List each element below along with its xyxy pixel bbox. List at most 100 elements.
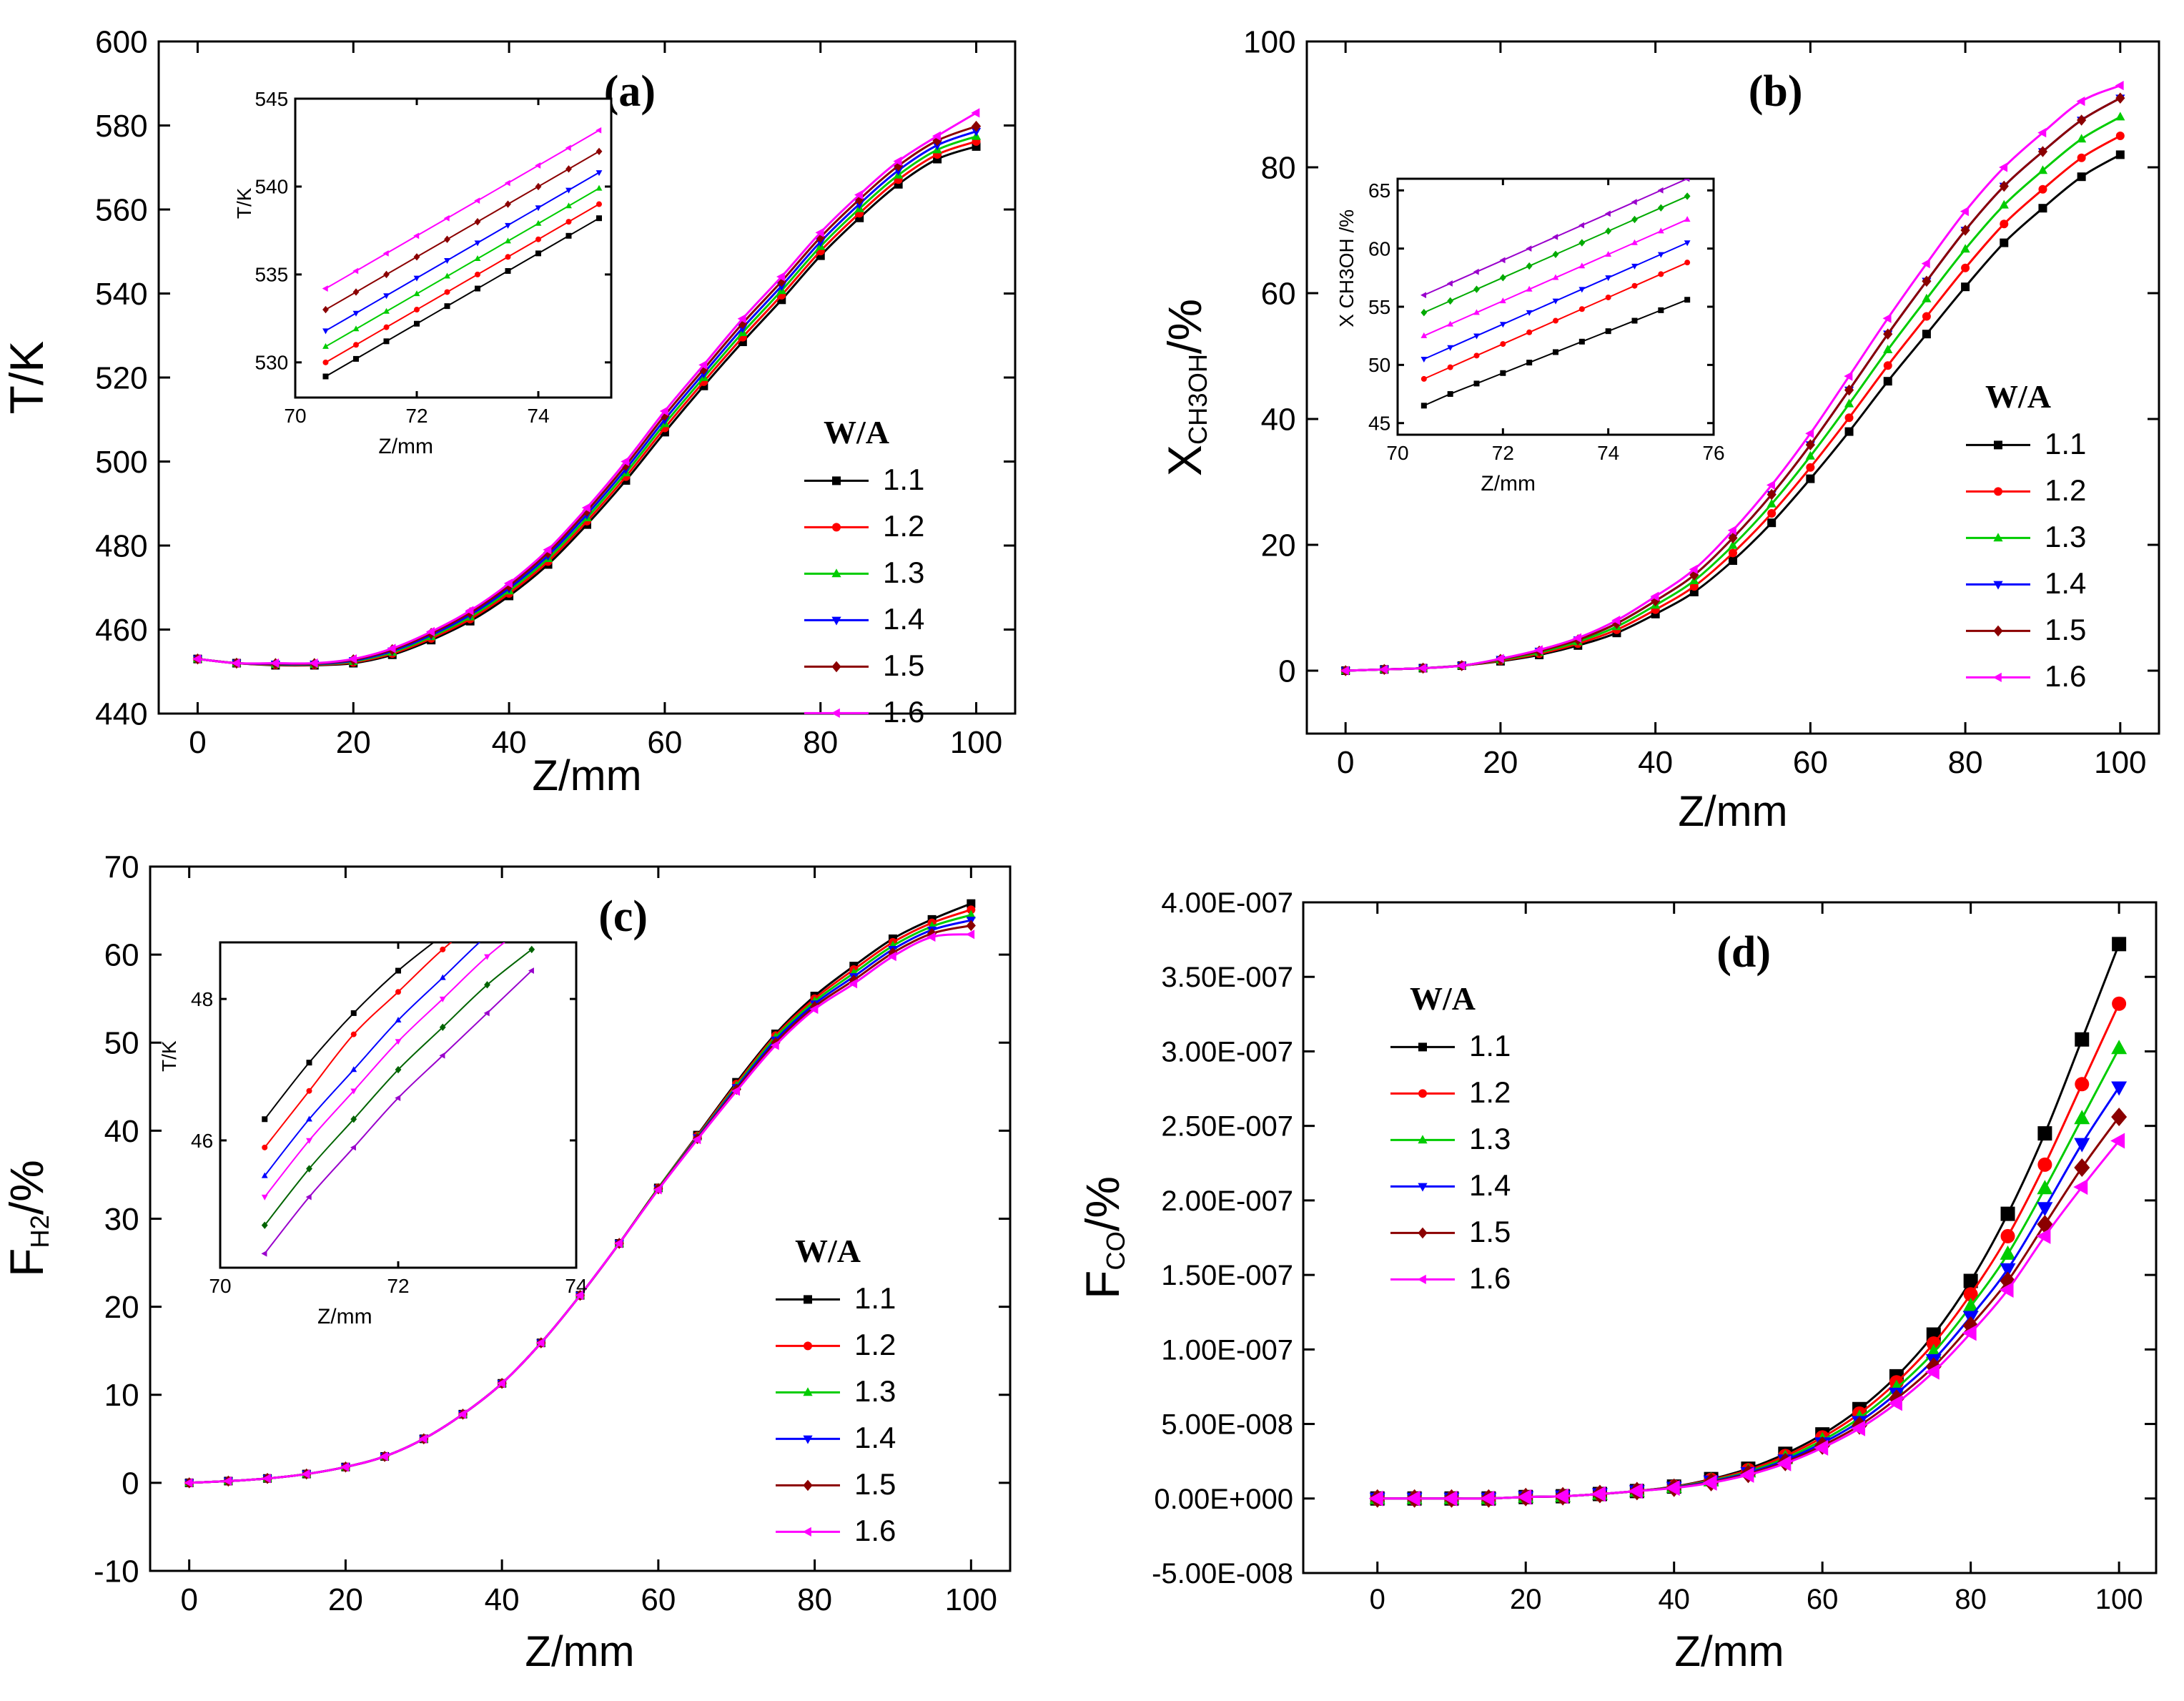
inset-series-1.6: [322, 127, 602, 292]
x-tick-label: 0: [1370, 1584, 1385, 1615]
inset-data-point: [322, 359, 329, 365]
inset-data-point: [535, 236, 541, 242]
y-tick-label: 70: [104, 849, 139, 884]
x-tick-label: 80: [803, 725, 838, 760]
inset-data-point: [1500, 341, 1506, 347]
data-point: [653, 1185, 662, 1195]
data-point: [1961, 282, 1970, 292]
data-point: [966, 930, 975, 940]
inset-data-point: [350, 1144, 356, 1151]
data-point: [301, 1469, 310, 1479]
legend-marker: [804, 1341, 812, 1351]
series-line: [197, 112, 977, 665]
y-axis-title: FH2/%: [0, 1160, 54, 1277]
series-line: [1345, 84, 2121, 672]
inset-data-point: [1604, 210, 1611, 217]
inset-data-point: [504, 179, 510, 187]
inset-data-point: [1447, 391, 1453, 398]
data-point: [1554, 1488, 1569, 1504]
series-1.2: [1370, 996, 2127, 1506]
inset-x-axis-title: Z/mm: [378, 435, 433, 458]
data-point: [270, 658, 280, 669]
data-point: [1887, 1395, 1902, 1411]
data-point: [660, 410, 670, 421]
data-point: [967, 905, 976, 914]
data-point: [387, 644, 396, 654]
inset-data-point: [444, 272, 450, 279]
data-point: [887, 951, 896, 962]
data-point: [966, 919, 976, 932]
legend-label: 1.5: [2045, 613, 2086, 646]
inset-data-point: [1526, 262, 1533, 270]
data-point: [2112, 996, 2127, 1011]
x-tick-label: 20: [336, 725, 371, 760]
x-tick-label: 100: [2095, 1584, 2143, 1615]
y-tick-label: 60: [1368, 237, 1390, 260]
data-point: [262, 1474, 271, 1484]
legend-marker: [1993, 533, 2003, 542]
data-point: [2111, 1081, 2128, 1096]
inset-data-point: [439, 974, 446, 980]
data-point: [1844, 398, 1854, 408]
data-point: [971, 108, 980, 118]
inset-data-point: [353, 342, 359, 348]
inset-data-point: [535, 250, 541, 257]
x-tick-label: 80: [1955, 1584, 1987, 1615]
inset-data-point: [414, 307, 420, 313]
data-point: [1883, 345, 1893, 353]
legend-label: 1.6: [1469, 1261, 1511, 1295]
inset-data-point: [322, 342, 329, 349]
data-point: [2037, 1157, 2052, 1172]
inset-data-point: [440, 932, 445, 938]
data-point: [2074, 1158, 2090, 1178]
inset-data-point: [474, 197, 480, 204]
legend-marker: [832, 523, 841, 532]
inset-data-point: [484, 954, 490, 960]
x-tick-label: 60: [647, 725, 682, 760]
data-point: [581, 503, 591, 513]
legend-marker: [1418, 1135, 1428, 1144]
data-point: [1379, 664, 1388, 674]
inset-series-1.1: [1420, 297, 1691, 409]
data-point: [1922, 330, 1931, 339]
y-tick-label: 5.00E-008: [1161, 1409, 1293, 1441]
data-point: [1806, 463, 1815, 472]
legend-marker: [1417, 1274, 1426, 1284]
inset-data-point: [1631, 215, 1638, 224]
inset-data-point: [261, 1250, 267, 1257]
y-axis-title: FCO/%: [1076, 1176, 1130, 1299]
data-point: [1739, 1466, 1754, 1483]
inset-data-point: [535, 182, 542, 191]
inset-data-point: [565, 202, 572, 209]
inset-data-point: [1446, 280, 1453, 287]
data-point: [1689, 582, 1699, 591]
panel-label: (c): [598, 892, 648, 941]
y-tick-label: 3.50E-007: [1161, 962, 1293, 993]
data-point: [1767, 488, 1777, 501]
data-point: [2077, 134, 2087, 143]
inset-data-point: [1420, 292, 1427, 299]
data-point: [575, 1291, 584, 1301]
data-point: [1767, 518, 1777, 528]
data-point: [2111, 1108, 2128, 1127]
data-point: [231, 658, 240, 669]
inset-series-1.6: [1420, 179, 1690, 299]
inset-data-point: [1499, 257, 1506, 264]
y-axis-title-unit: /%: [0, 1160, 53, 1215]
y-tick-label: 3.00E-007: [1161, 1036, 1293, 1068]
legend-label: 1.1: [2045, 427, 2086, 460]
data-point: [2115, 112, 2125, 121]
legend-marker: [803, 1387, 813, 1396]
inset-data-point: [261, 1221, 268, 1229]
data-point: [2000, 1245, 2016, 1260]
x-tick-label: 20: [1483, 745, 1518, 780]
inset-data-point: [414, 320, 420, 327]
inset-x-axis-title: Z/mm: [1481, 472, 1536, 495]
data-point: [2037, 165, 2048, 174]
legend-label: 1.3: [854, 1374, 896, 1408]
legend-label: 1.6: [854, 1514, 896, 1547]
inset-series-line: [325, 172, 600, 332]
inset-data-point: [440, 946, 446, 952]
inset-data-point: [352, 267, 359, 275]
series-1.6: [1340, 81, 2124, 676]
